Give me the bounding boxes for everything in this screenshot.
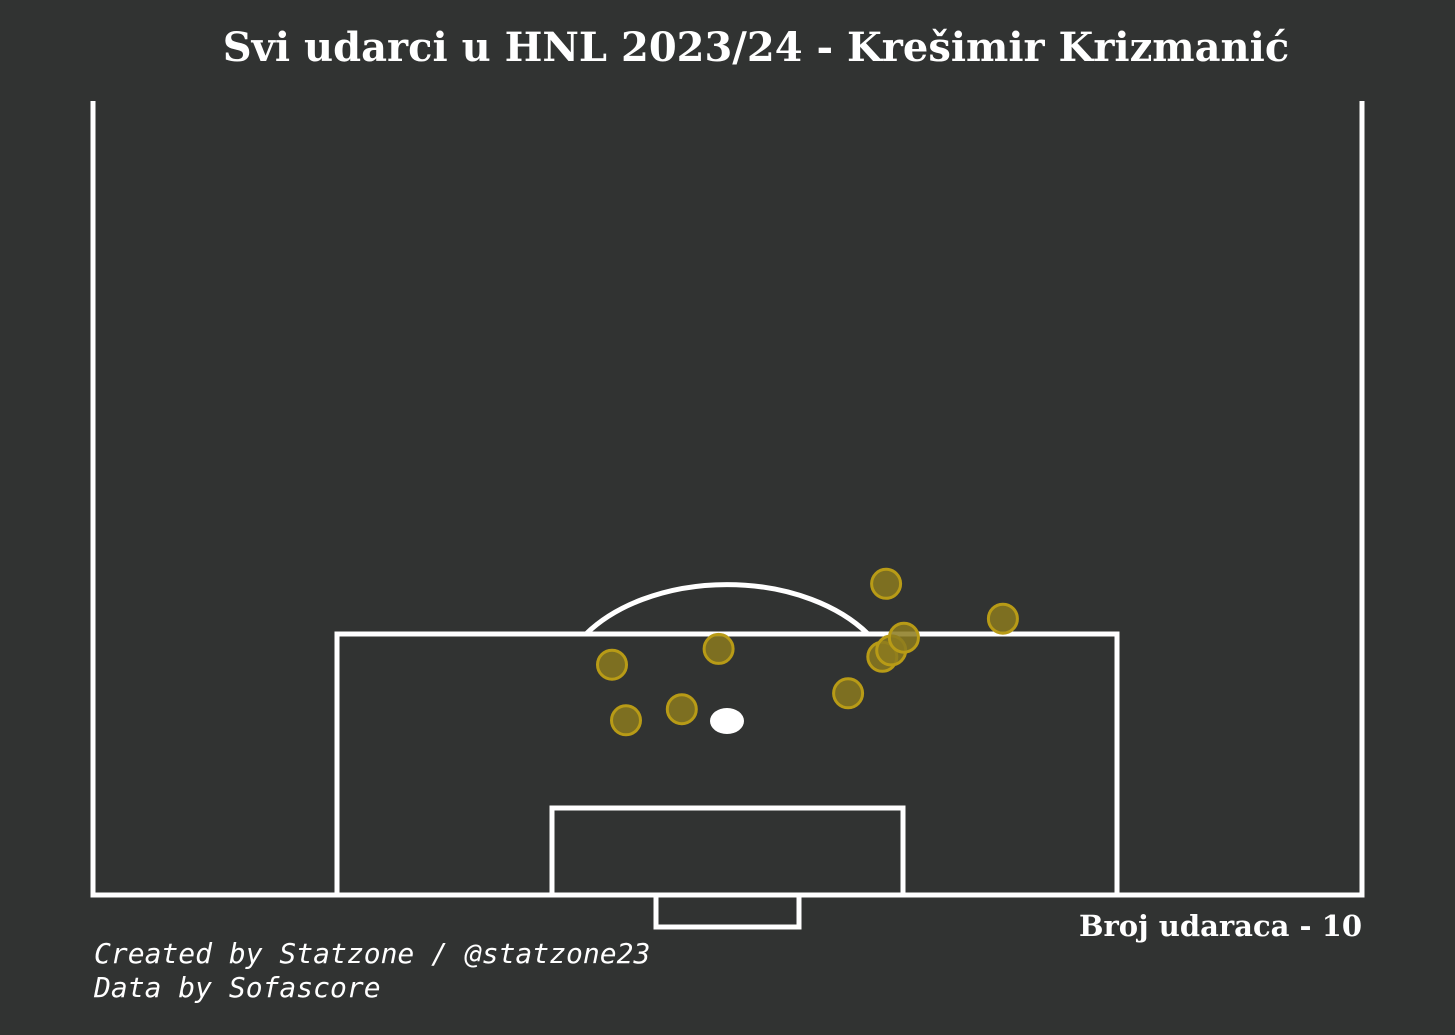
six-yard-box bbox=[549, 805, 906, 898]
shot-marker bbox=[702, 632, 735, 665]
credit-data: Data by Sofascore bbox=[94, 971, 381, 1004]
shot-marker bbox=[887, 621, 920, 654]
chart-title: Svi udarci u HNL 2023/24 - Krešimir Kriz… bbox=[222, 24, 1290, 71]
shot-marker bbox=[610, 704, 642, 737]
shot-marker bbox=[665, 693, 698, 726]
penalty-area bbox=[334, 631, 1120, 898]
penalty-spot bbox=[710, 708, 744, 734]
shot-markers bbox=[596, 567, 1019, 737]
shot-marker bbox=[832, 677, 865, 710]
shot-marker bbox=[986, 602, 1019, 635]
credit-created: Created by Statzone / @statzone23 bbox=[94, 937, 651, 970]
penalty-arc bbox=[584, 582, 870, 636]
shot-marker bbox=[596, 648, 628, 681]
goal bbox=[653, 892, 802, 930]
shot-marker bbox=[870, 567, 903, 600]
shot-count: Broj udaraca - 10 bbox=[1079, 909, 1362, 943]
